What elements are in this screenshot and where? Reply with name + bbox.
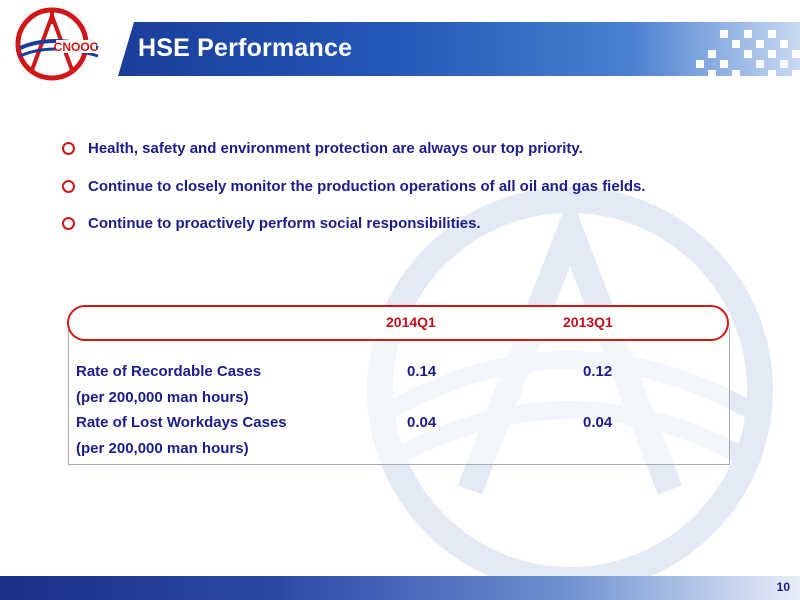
hse-table xyxy=(68,328,730,465)
row-note-recordable: (per 200,000 man hours) xyxy=(76,389,249,406)
page-number: 10 xyxy=(776,580,790,594)
title-band xyxy=(118,22,800,76)
cell-recordable-2014q1: 0.14 xyxy=(407,363,437,380)
bullet-text: Continue to proactively perform social r… xyxy=(88,214,481,232)
cnooc-logo: CNOOC xyxy=(15,7,99,81)
bullet-item: Health, safety and environment protectio… xyxy=(62,137,583,159)
column-header-2013q1: 2013Q1 xyxy=(563,314,613,330)
row-note-lost-workdays: (per 200,000 man hours) xyxy=(76,440,249,457)
bullet-text: Health, safety and environment protectio… xyxy=(88,139,583,157)
bullet-circle-icon xyxy=(62,141,75,155)
bullet-item: Continue to proactively perform social r… xyxy=(62,212,481,234)
bullet-circle-icon xyxy=(62,216,75,230)
table-header-band xyxy=(67,305,729,341)
page-title: HSE Performance xyxy=(138,34,353,62)
bullet-circle-icon xyxy=(62,179,75,193)
svg-text:CNOOC: CNOOC xyxy=(54,40,99,54)
cell-lost-workdays-2014q1: 0.04 xyxy=(407,414,437,431)
column-header-2014q1: 2014Q1 xyxy=(386,314,436,330)
row-label-recordable: Rate of Recordable Cases xyxy=(76,363,262,380)
pixel-decoration xyxy=(696,30,800,78)
footer-bar xyxy=(0,576,800,600)
row-label-lost-workdays: Rate of Lost Workdays Cases xyxy=(76,414,287,431)
bullet-item: Continue to closely monitor the producti… xyxy=(62,175,646,197)
bullet-text: Continue to closely monitor the producti… xyxy=(88,177,646,195)
cell-lost-workdays-2013q1: 0.04 xyxy=(583,414,613,431)
cell-recordable-2013q1: 0.12 xyxy=(583,363,613,380)
